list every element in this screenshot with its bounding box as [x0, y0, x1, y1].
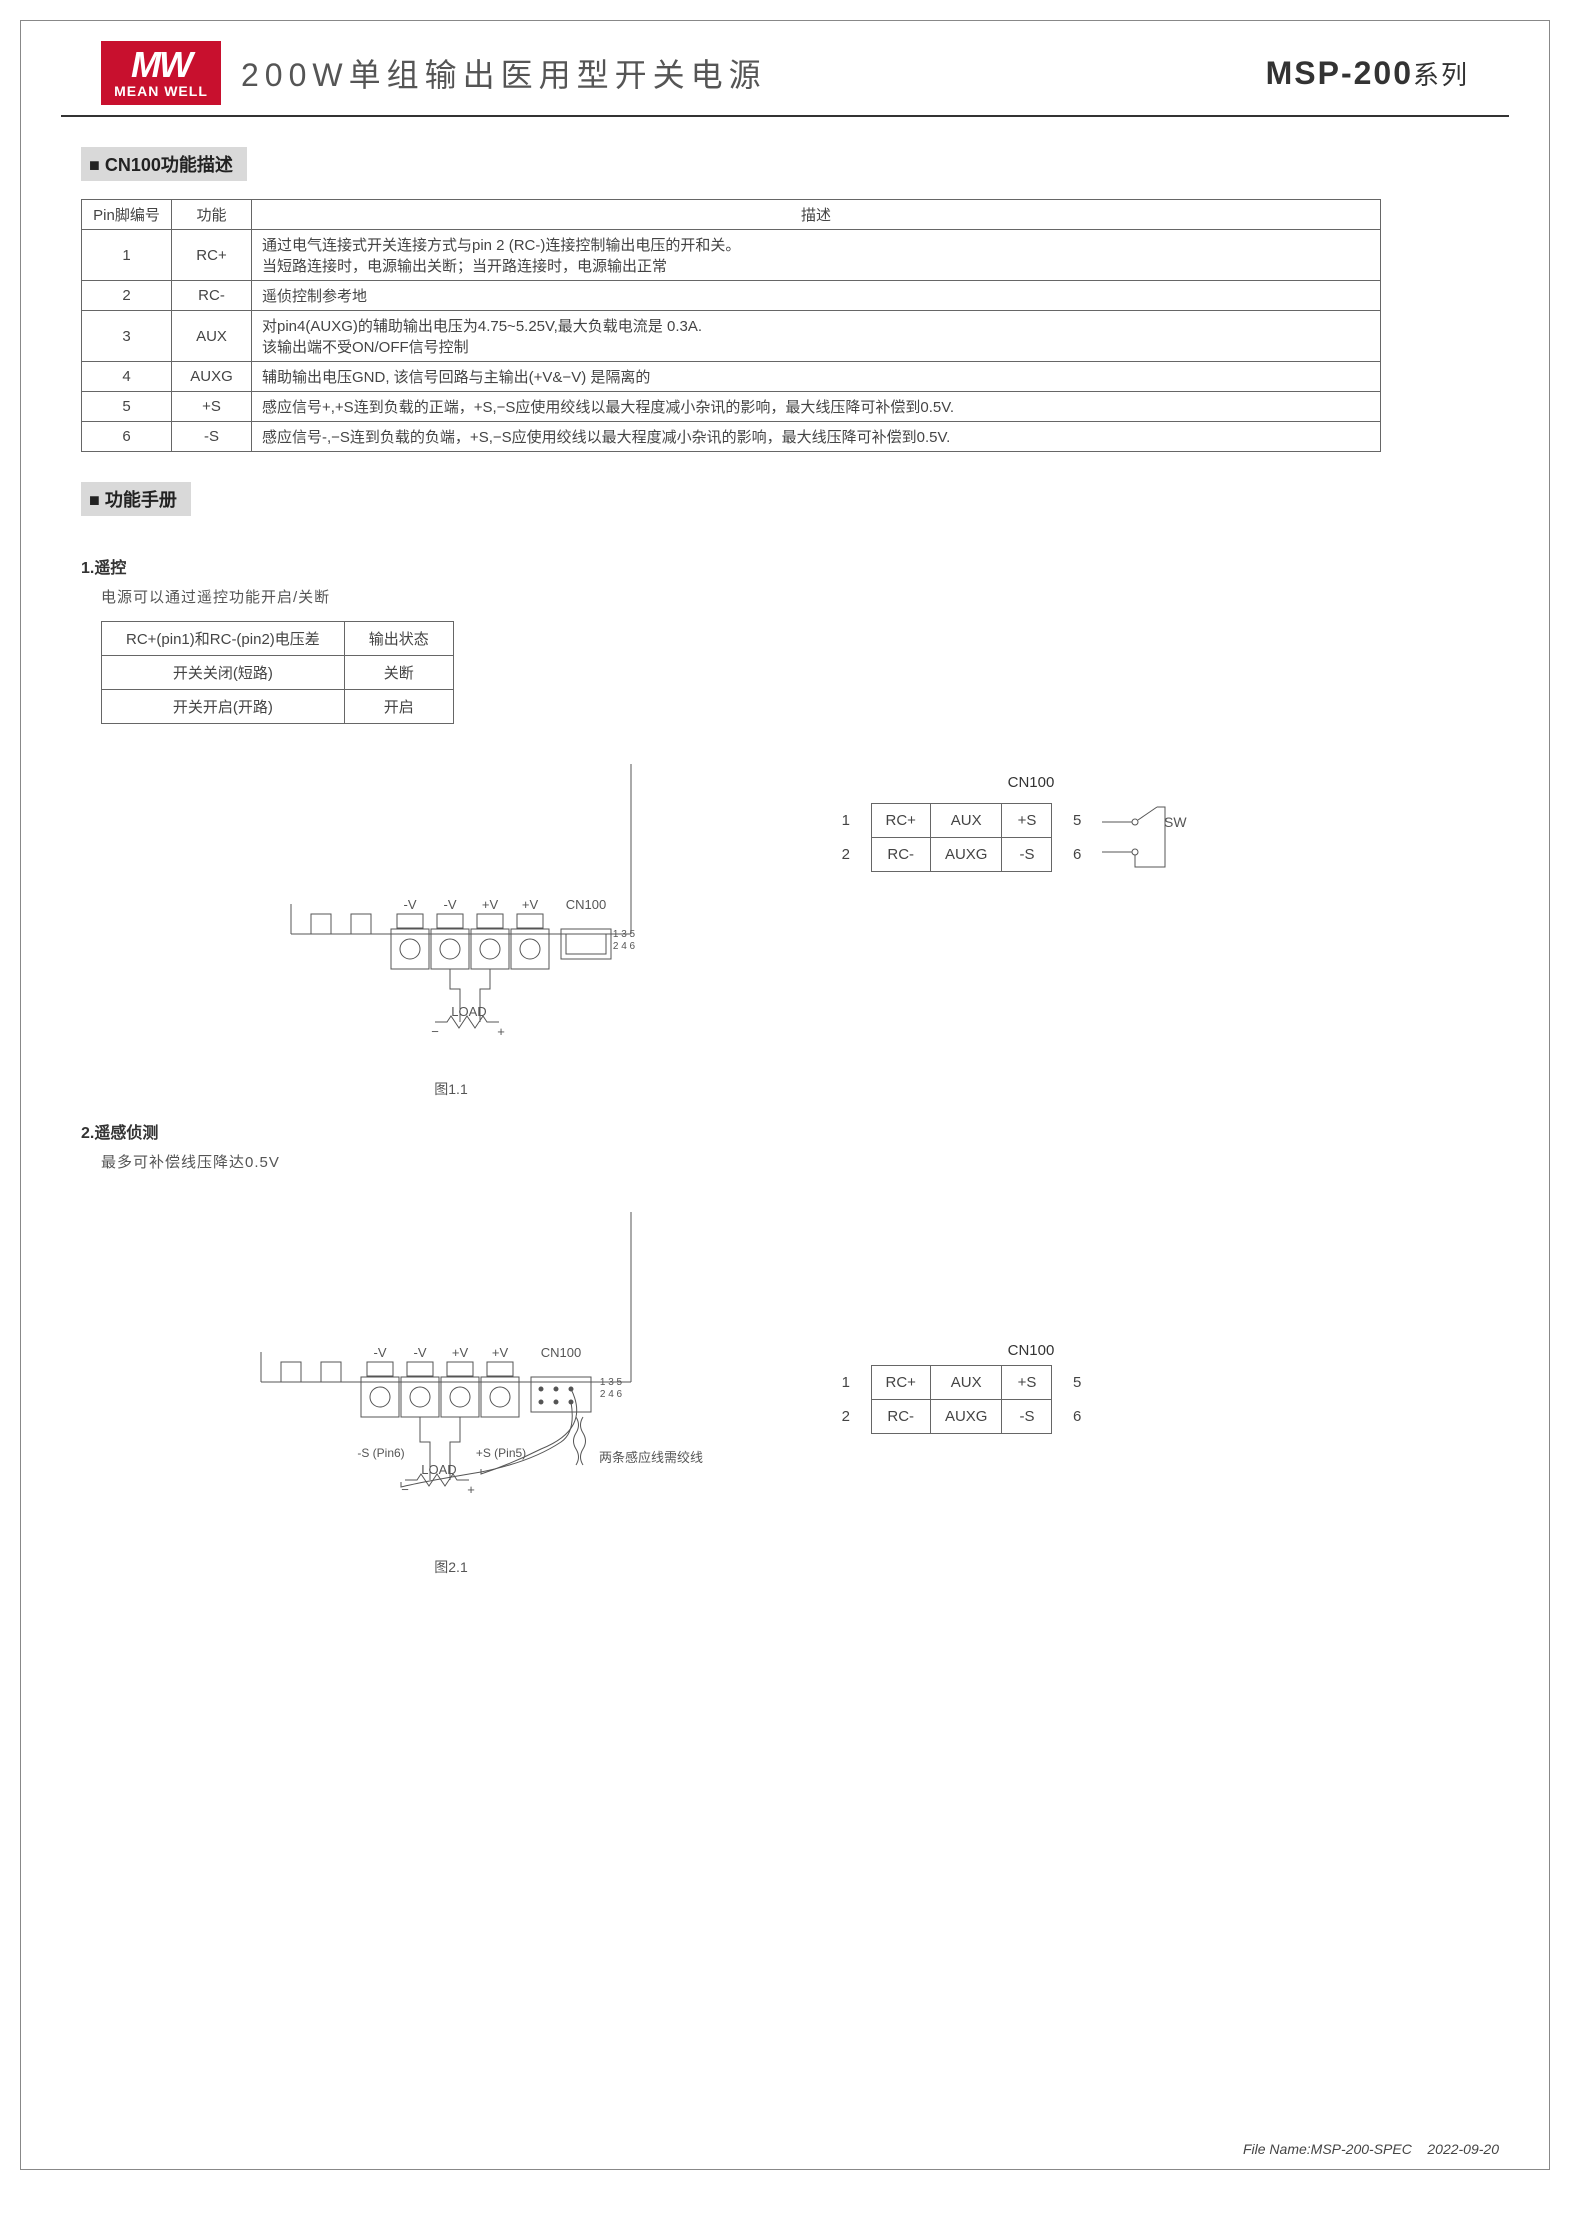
cn100-pinout-table: 1 RC+ AUX +S 5 2 RC- AUXG -S 6 [821, 803, 1102, 872]
svg-text:LOAD: LOAD [421, 1462, 456, 1477]
svg-text:+V: +V [482, 897, 499, 912]
pin-table: Pin脚编号 功能 描述 1RC+通过电气连接式开关连接方式与pin 2 (RC… [81, 199, 1381, 452]
table-row: 4AUXG辅助输出电压GND, 该信号回路与主输出(+V&−V) 是隔离的 [82, 362, 1381, 392]
table-row: 1RC+通过电气连接式开关连接方式与pin 2 (RC-)连接控制输出电压的开和… [82, 230, 1381, 281]
svg-text:-V: -V [404, 897, 417, 912]
meanwell-logo: MW MEAN WELL [101, 41, 221, 105]
fig-1-1-caption: 图1.1 [81, 1079, 821, 1099]
footer-date: 2022-09-20 [1427, 2141, 1499, 2157]
svg-text:−: − [431, 1024, 439, 1039]
fig-2-1-caption: 图2.1 [81, 1557, 821, 1577]
table-row: 6-S感应信号-,−S连到负载的负端，+S,−S应使用绞线以最大程度减小杂讯的影… [82, 422, 1381, 452]
svg-text:-V: -V [414, 1345, 427, 1360]
svg-text:LOAD: LOAD [451, 1004, 486, 1019]
cn100-label-2: CN100 [821, 1342, 1241, 1359]
section-manual-header: 功能手册 [81, 482, 191, 516]
svg-text:+V: +V [452, 1345, 469, 1360]
table-row: 2RC-遥侦控制参考地 [82, 281, 1381, 311]
section-cn100-header: CN100功能描述 [81, 147, 247, 181]
pin-th-func: 功能 [172, 200, 252, 230]
series-title: MSP-200系列 [1266, 55, 1469, 92]
diagram-1-1: -V -V +V +V CN100 1 3 5 2 4 6 LOAD − + [201, 754, 701, 1064]
svg-text:-V: -V [444, 897, 457, 912]
logo-top: MW [111, 47, 211, 83]
sw-switch-icon: SW [1102, 797, 1192, 877]
logo-bottom: MEAN WELL [111, 83, 211, 99]
svg-text:1 3 5: 1 3 5 [613, 929, 636, 940]
s2-title: 2.遥感侦测 [81, 1119, 1489, 1143]
s2-desc: 最多可补偿线压降达0.5V [101, 1151, 1489, 1172]
page-header: MW MEAN WELL 200W单组输出医用型开关电源 MSP-200系列 [61, 21, 1509, 117]
rc-table: RC+(pin1)和RC-(pin2)电压差输出状态 开关关闭(短路)关断 开关… [101, 621, 454, 724]
footer-filename: File Name:MSP-200-SPEC [1243, 2141, 1412, 2157]
svg-text:CN100: CN100 [566, 897, 606, 912]
diagram-2-1: -V -V +V +V CN100 1 3 5 2 4 6 LOAD − + -… [171, 1202, 731, 1542]
table-row: 开关开启(开路)开启 [102, 690, 454, 724]
svg-text:-V: -V [374, 1345, 387, 1360]
svg-text:-S (Pin6): -S (Pin6) [357, 1446, 404, 1460]
pin-th-num: Pin脚编号 [82, 200, 172, 230]
svg-text:SW: SW [1164, 814, 1187, 830]
svg-text:+V: +V [492, 1345, 509, 1360]
table-row: 5+S感应信号+,+S连到负载的正端，+S,−S应使用绞线以最大程度减小杂讯的影… [82, 392, 1381, 422]
svg-text:+V: +V [522, 897, 539, 912]
svg-text:1 3 5: 1 3 5 [600, 1377, 623, 1388]
svg-text:+S (Pin5): +S (Pin5) [476, 1446, 526, 1460]
page-footer: File Name:MSP-200-SPEC 2022-09-20 [1243, 2141, 1499, 2157]
cn100-label: CN100 [821, 774, 1241, 791]
svg-text:2 4 6: 2 4 6 [600, 1389, 623, 1400]
series-suffix: 系列 [1413, 60, 1469, 90]
s1-title: 1.遥控 [81, 554, 1489, 578]
table-row: 3AUX对pin4(AUXG)的辅助输出电压为4.75~5.25V,最大负载电流… [82, 311, 1381, 362]
svg-text:两条感应线需绞线: 两条感应线需绞线 [599, 1450, 703, 1465]
pin-th-desc: 描述 [252, 200, 1381, 230]
svg-text:2 4 6: 2 4 6 [613, 941, 636, 952]
table-row: 开关关闭(短路)关断 [102, 656, 454, 690]
svg-text:−: − [401, 1482, 409, 1497]
svg-text:CN100: CN100 [541, 1345, 581, 1360]
svg-text:+: + [497, 1024, 505, 1039]
cn100-pinout-table-2: 1 RC+ AUX +S 5 2 RC- AUXG -S 6 [821, 1365, 1102, 1434]
series-code: MSP-200 [1266, 55, 1413, 91]
s1-desc: 电源可以通过遥控功能开启/关断 [101, 586, 1489, 607]
svg-text:+: + [467, 1482, 475, 1497]
page-title: 200W单组输出医用型开关电源 [241, 50, 1266, 96]
